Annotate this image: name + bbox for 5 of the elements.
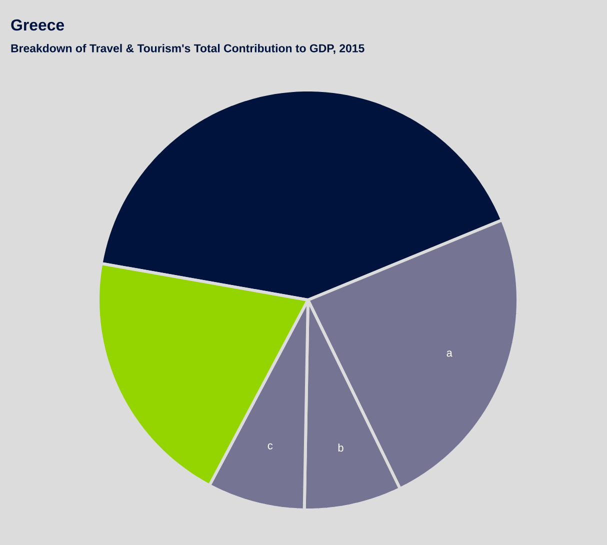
chart-subtitle: Breakdown of Travel & Tourism's Total Contribution to GDP, 2015 bbox=[11, 44, 364, 54]
slice-label: a bbox=[446, 350, 452, 357]
chart-title: Greece bbox=[11, 19, 64, 31]
slice-label: c bbox=[268, 443, 273, 450]
slice-label: b bbox=[338, 444, 344, 452]
